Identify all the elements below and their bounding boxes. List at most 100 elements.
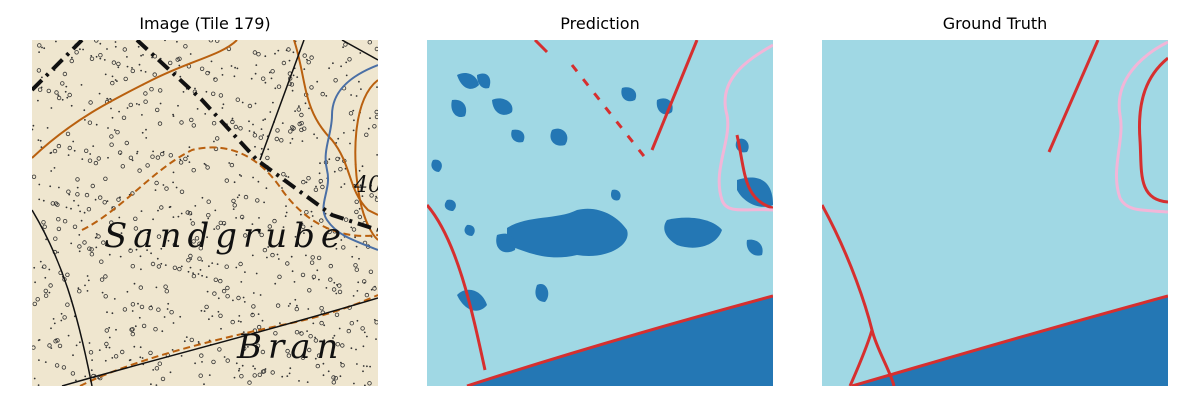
gravel-dot [364, 384, 366, 386]
gravel-dot [262, 119, 265, 121]
gravel-dot [285, 211, 288, 214]
gravel-dot [180, 212, 183, 215]
gravel-dot [201, 196, 204, 199]
gravel-dot [49, 185, 52, 188]
gravel-dot [43, 293, 49, 298]
gravel-dot [217, 297, 220, 300]
gravel-dot [155, 286, 158, 289]
gravel-dot [133, 282, 136, 285]
gravel-dot [232, 208, 235, 211]
gravel-dot [203, 383, 205, 386]
gravel-dot [255, 343, 261, 348]
gravel-dot [275, 303, 281, 308]
gravel-dot [203, 222, 206, 225]
gravel-dot [338, 166, 343, 172]
gravel-dot [369, 117, 371, 120]
gravel-dot [265, 187, 268, 190]
gravel-dot [135, 103, 138, 105]
gravel-dot [37, 87, 43, 92]
gravel-dot [252, 176, 255, 179]
gravel-dot [179, 158, 182, 161]
gravel-dot [98, 349, 101, 351]
gravel-dot [355, 348, 357, 351]
gravel-dot [268, 71, 271, 74]
gravel-dot [303, 232, 305, 235]
gravel-dot [46, 127, 49, 129]
gravel-dot [111, 60, 117, 65]
gravel-dot [322, 374, 325, 377]
gravel-dot [191, 123, 196, 128]
gravel-dot [82, 240, 87, 245]
gravel-dot [86, 206, 92, 212]
gravel-dot [272, 218, 277, 224]
gravel-dot [273, 331, 278, 336]
gravel-dot [345, 61, 348, 64]
gravel-dot [168, 206, 171, 209]
gravel-dot [107, 156, 109, 159]
gravel-dot [84, 375, 87, 378]
gravel-dot [333, 281, 336, 284]
gravel-dot [266, 256, 268, 259]
gravel-dot [89, 251, 95, 257]
gravel-dot [148, 350, 153, 356]
gravel-dot [358, 169, 361, 172]
gravel-dot [349, 142, 351, 145]
gravel-dot [106, 311, 108, 314]
gravel-dot [87, 120, 93, 125]
gravel-dot [311, 274, 317, 279]
gravel-dot [196, 108, 199, 110]
gravel-dot [62, 315, 67, 320]
gravel-dot [180, 355, 183, 357]
gravel-dot [151, 56, 153, 59]
gravel-dot [77, 244, 82, 249]
gravel-dot [60, 319, 63, 322]
gravel-dot [40, 146, 43, 148]
gravel-dot [301, 222, 304, 225]
gravel-dot [354, 267, 359, 272]
gravel-dot [183, 44, 188, 49]
gravel-dot [146, 249, 148, 252]
gravel-dot [211, 359, 216, 365]
gravel-dot [285, 175, 287, 178]
gravel-dot [41, 46, 43, 49]
map-label-sandgrube: Sandgrube [104, 216, 347, 256]
gravel-dot [90, 369, 93, 372]
gravel-dot [218, 220, 223, 226]
gravel-dot [42, 224, 47, 229]
gravel-dot [69, 58, 74, 64]
gravel-dot [150, 252, 152, 255]
gravel-dot [180, 265, 183, 268]
gravel-dot [150, 383, 152, 386]
gravel-dot [277, 258, 280, 260]
gravel-dot [133, 216, 138, 221]
gravel-dot [275, 128, 280, 133]
gravel-dot [235, 97, 240, 102]
gravel-dot [298, 380, 300, 382]
gravel-dot [78, 234, 81, 236]
gravel-dot [194, 236, 200, 241]
prediction-panel [427, 40, 773, 386]
gravel-dot [155, 155, 161, 160]
gravel-dot [256, 51, 261, 57]
gravel-dot [53, 322, 56, 325]
gravel-dot [274, 52, 276, 55]
gravel-dot [190, 221, 196, 226]
gravel-dot [179, 75, 182, 78]
gravel-dot [254, 367, 256, 370]
gravel-dot [200, 309, 203, 312]
gravel-dot [367, 127, 370, 130]
gravel-dot [75, 177, 80, 182]
gravel-dot [272, 101, 274, 104]
gravel-dot [113, 298, 116, 300]
gravel-dot [95, 246, 98, 249]
gravel-dot [322, 362, 325, 365]
gravel-dot [241, 346, 247, 351]
gravel-dot [70, 242, 73, 245]
gravel-dot [340, 186, 343, 189]
gravel-dot [194, 87, 196, 90]
gravel-dot [154, 366, 160, 371]
gravel-dot [306, 381, 309, 383]
gravel-dot [93, 160, 99, 166]
gravel-dot [67, 154, 70, 156]
gravel-dot [376, 154, 378, 156]
